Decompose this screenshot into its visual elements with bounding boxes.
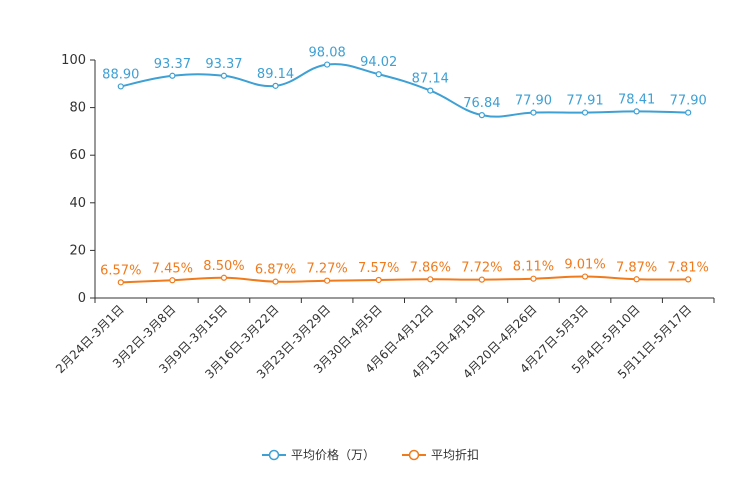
series-2-data-label: 9.01%: [564, 258, 605, 273]
series-1-point: [581, 109, 589, 116]
series-1-point: [375, 71, 382, 78]
series-1-point: [530, 109, 537, 116]
series-1-point: [272, 82, 279, 89]
series-2-data-label: 7.72%: [461, 261, 502, 276]
series-2-point: [220, 274, 228, 281]
series-2-point: [633, 276, 640, 283]
series-2-data-label: 6.57%: [100, 263, 141, 278]
series-2-point: [324, 277, 331, 284]
series-1-line: [120, 63, 689, 118]
series-2-point: [117, 279, 124, 286]
legend-2-label: 平均折扣: [431, 447, 479, 462]
series-2-line: [120, 275, 689, 284]
series-2-point: [169, 277, 176, 284]
series-1-point: [169, 72, 176, 79]
series-2-data-label: 6.87%: [255, 263, 296, 278]
legend-1-marker: [268, 449, 280, 461]
series-2-point: [427, 276, 434, 283]
series-2-point: [685, 276, 692, 283]
series-1-point: [633, 108, 640, 115]
series-1-data-label: 87.14: [412, 72, 449, 87]
series-2-data-label: 7.45%: [152, 261, 193, 276]
series-1-data-label: 78.41: [618, 92, 655, 107]
series-1-data-label: 94.02: [360, 55, 397, 70]
series-2-point: [530, 275, 537, 282]
series-2-data-label: 8.11%: [513, 260, 554, 275]
y-tick-label: 0: [78, 291, 86, 306]
y-tick-label: 20: [69, 243, 86, 258]
series-1-point: [427, 87, 434, 94]
series-2-point: [478, 276, 485, 283]
series-2-data-label: 7.86%: [410, 260, 451, 275]
y-tick-label: 60: [69, 148, 86, 163]
y-tick-label: 40: [69, 196, 86, 211]
series-1-point: [220, 72, 228, 79]
y-tick-label: 80: [69, 101, 86, 116]
series-1-point: [478, 112, 485, 119]
series-2-point: [272, 278, 279, 285]
series-2-data-label: 7.27%: [306, 262, 347, 277]
legend-2-marker: [408, 449, 420, 461]
series-2-data-label: 7.81%: [668, 260, 709, 275]
series-1-point: [117, 83, 124, 90]
series-2-point: [581, 273, 589, 280]
series-1-data-label: 77.91: [566, 94, 603, 109]
series-1-data-label: 98.08: [309, 46, 346, 61]
series-1-data-label: 93.37: [154, 57, 191, 72]
series-1-data-label: 88.90: [102, 67, 139, 82]
series-1-point: [685, 109, 692, 116]
series-2-data-label: 7.57%: [358, 261, 399, 276]
series-1-data-label: 93.37: [205, 57, 242, 72]
series-1-data-label: 77.90: [670, 94, 707, 109]
series-2-data-label: 7.87%: [616, 260, 657, 275]
series-1-data-label: 77.90: [515, 94, 552, 109]
series-2-point: [375, 276, 382, 284]
series-1-point: [324, 61, 331, 68]
y-tick-label: 100: [61, 53, 86, 68]
series-1-data-label: 89.14: [257, 67, 294, 82]
series-1-data-label: 76.84: [463, 96, 500, 111]
legend-1-label: 平均价格（万）: [291, 447, 375, 462]
series-2-data-label: 8.50%: [203, 259, 244, 274]
